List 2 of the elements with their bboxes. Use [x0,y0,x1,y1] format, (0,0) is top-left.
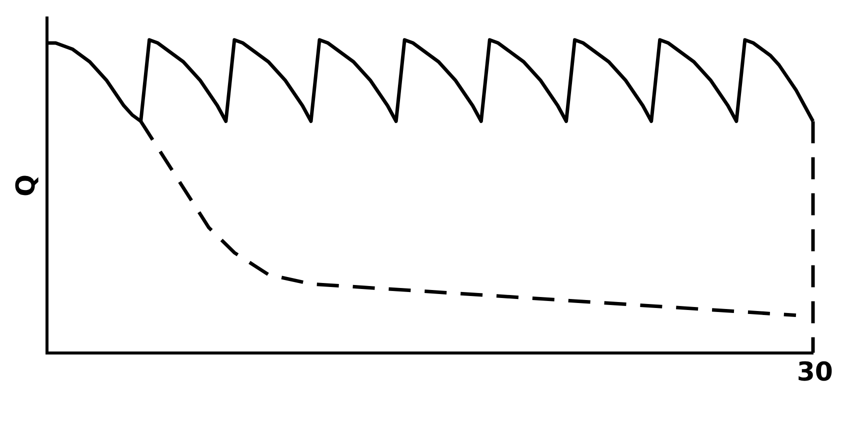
y-axis-title: Q [11,174,42,196]
text: 30 [796,358,833,388]
